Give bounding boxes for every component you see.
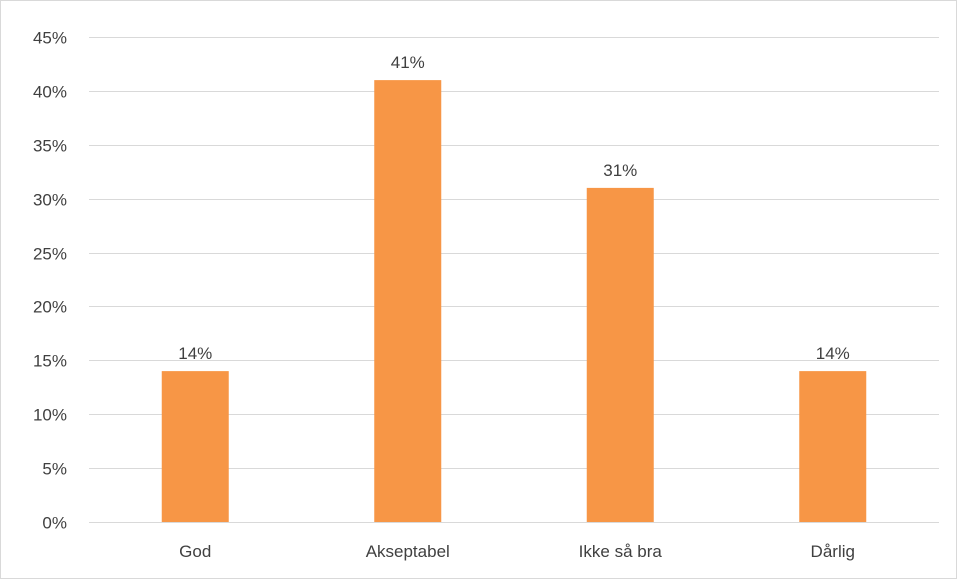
data-label: 14% [178, 344, 212, 363]
y-tick-label: 15% [33, 352, 67, 371]
bar-d-rlig [799, 371, 867, 522]
y-tick-label: 0% [42, 514, 67, 533]
labels-layer: 0% 5% 10% 15% 20% 25% 30% 35% 40% 45% 14% God 41% Aks… [33, 29, 855, 562]
data-label: 31% [603, 161, 637, 180]
y-tick-label: 35% [33, 137, 67, 156]
y-tick-label: 40% [33, 83, 67, 102]
bar-ikke-s-bra [586, 187, 654, 522]
bars-layer [161, 80, 867, 522]
data-label: 14% [816, 344, 850, 363]
bar-akseptabel [374, 80, 442, 522]
bar-god [161, 371, 229, 522]
grid-layer [89, 37, 939, 523]
x-category-label: Akseptabel [366, 542, 450, 561]
y-tick-label: 25% [33, 245, 67, 264]
x-category-label: God [179, 542, 211, 561]
y-tick-label: 45% [33, 29, 67, 48]
data-label: 41% [391, 53, 425, 72]
x-category-label: Ikke så bra [579, 542, 663, 561]
y-tick-label: 30% [33, 191, 67, 210]
y-tick-label: 10% [33, 406, 67, 425]
y-tick-label: 5% [42, 460, 67, 479]
x-category-label: Dårlig [811, 542, 855, 561]
y-tick-label: 20% [33, 298, 67, 317]
